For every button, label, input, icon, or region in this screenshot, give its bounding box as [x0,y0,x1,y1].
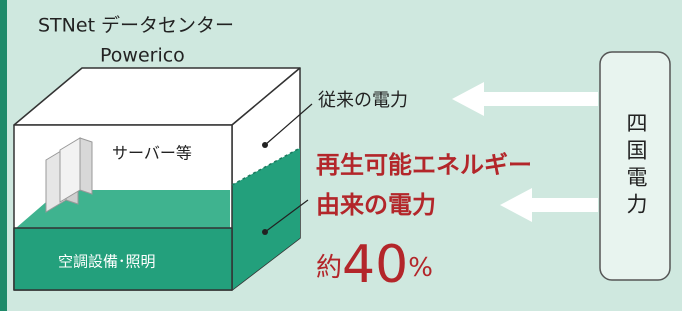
share-number: 40 [342,235,408,295]
diagram: STNet データセンター Powerico サーバー等 空調設備･照明 従来の… [0,0,682,311]
renewable-label: 再生可能エネルギー [316,151,532,179]
renewable-label: 由来の電力 [316,191,436,219]
share-unit: % [408,253,433,283]
leader-dot [262,142,268,148]
share-prefix: 約 [316,253,342,283]
facility-label: 空調設備･照明 [58,253,156,271]
left-strip [0,0,7,311]
leader-dot [262,229,268,235]
title: STNet データセンター [38,15,234,37]
source-label: 四国電力 [624,112,648,220]
subtitle: Powerico [100,45,185,67]
server-label: サーバー等 [112,144,192,163]
conventional-label: 従来の電力 [318,90,408,111]
